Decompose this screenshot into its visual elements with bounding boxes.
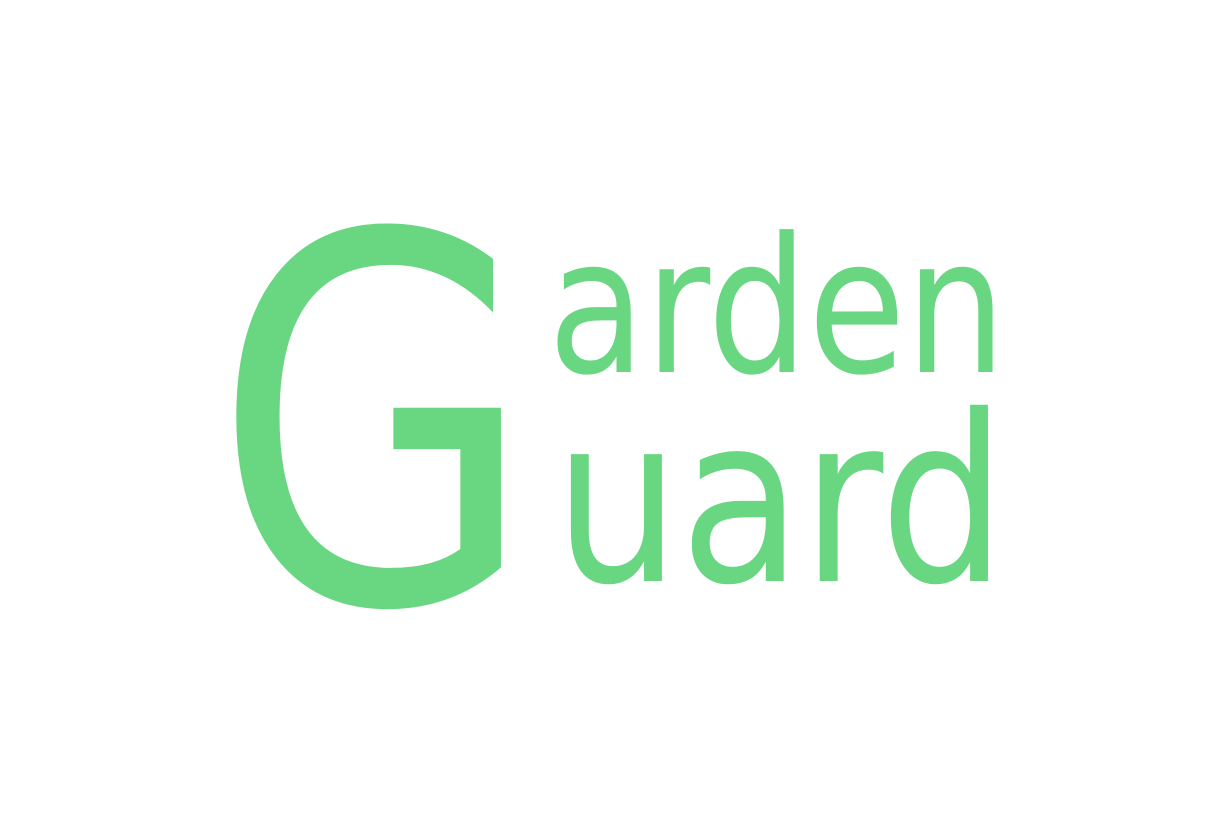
logo-word-uard: uard — [554, 366, 1006, 636]
logo-word-arden: arden — [548, 198, 1006, 417]
logo-initial-g: G — [213, 130, 535, 723]
